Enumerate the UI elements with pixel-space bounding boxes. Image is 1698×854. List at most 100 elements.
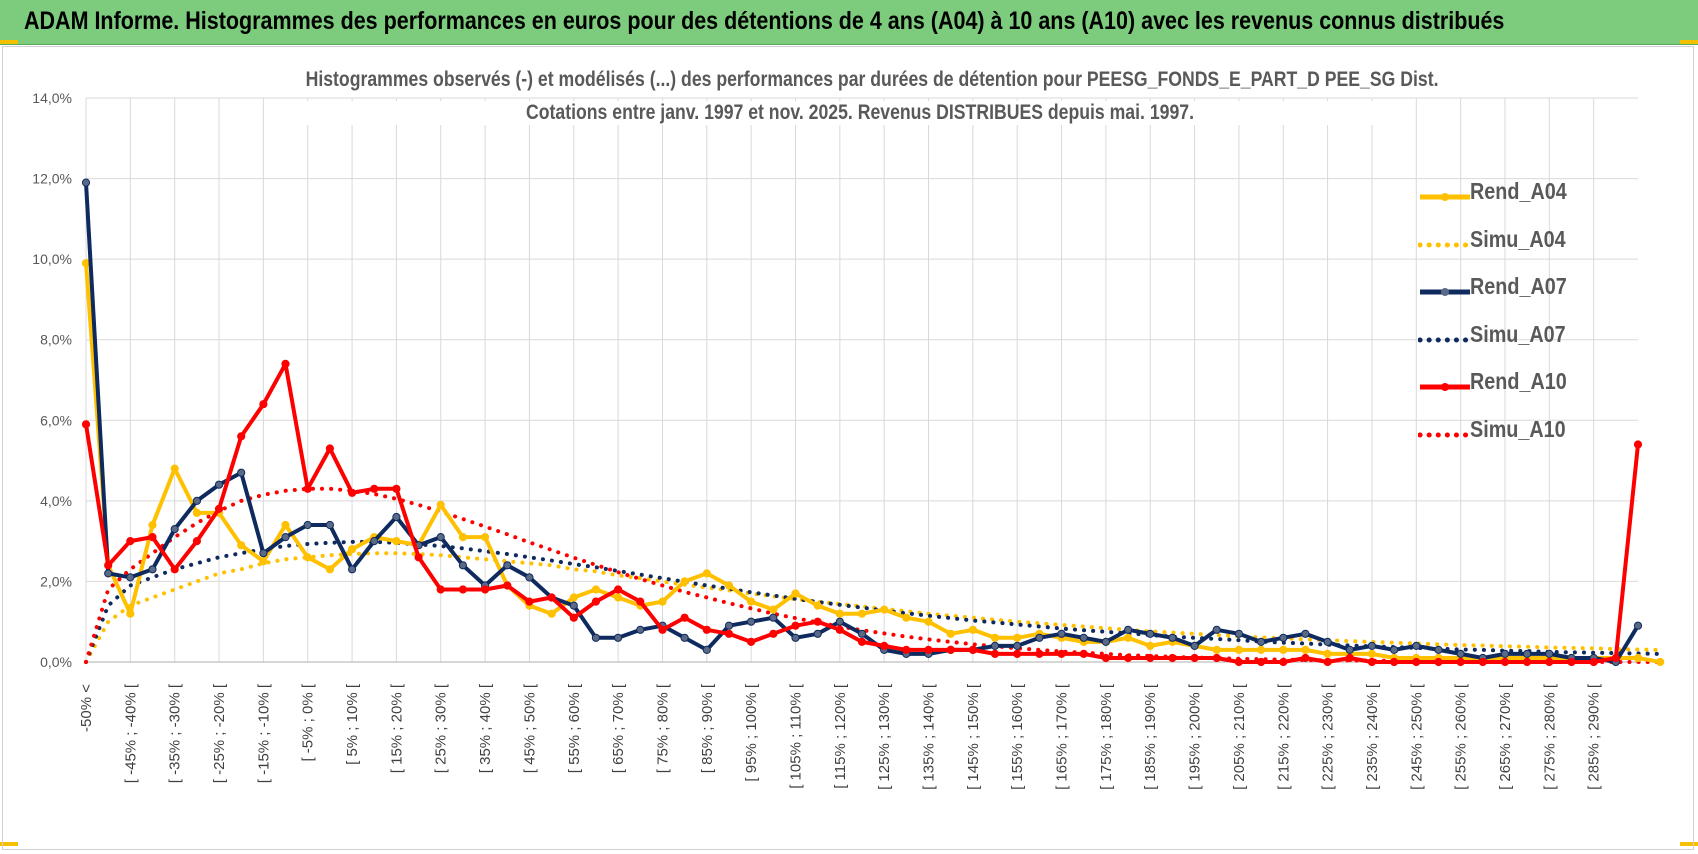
data-point (325, 520, 334, 530)
data-point (214, 504, 224, 513)
data-point (1035, 633, 1044, 642)
data-point (348, 488, 357, 497)
x-tick-label: [ 145% ; 150% [ (965, 683, 982, 790)
data-point (436, 585, 445, 594)
data-point (1367, 641, 1377, 651)
data-point (1013, 641, 1022, 651)
data-point (481, 533, 490, 542)
x-tick-label: [ 75% ; 80% [ (654, 683, 671, 773)
data-point (636, 625, 645, 634)
x-tick-label: [ 25% ; 30% [ (433, 683, 450, 773)
data-point (259, 549, 268, 558)
data-point (281, 359, 290, 368)
y-tick-label: 6,0% (40, 412, 72, 428)
x-tick-label: [ 235% ; 240% [ (1364, 683, 1381, 790)
data-point (170, 464, 179, 473)
data-point (791, 621, 800, 630)
corner-mark (0, 842, 18, 846)
data-point (392, 537, 401, 546)
data-point (680, 613, 689, 622)
data-point (1190, 641, 1199, 651)
data-point (1434, 645, 1443, 655)
data-point (503, 561, 512, 570)
y-tick-label: 2,0% (40, 573, 72, 589)
data-point (769, 613, 778, 622)
x-tick-label: [ 95% ; 100% [ (743, 683, 760, 781)
data-point (680, 577, 689, 586)
data-point (1323, 657, 1332, 667)
data-point (1633, 440, 1643, 449)
data-point (769, 605, 778, 614)
data-point (1124, 625, 1133, 634)
data-point (237, 432, 246, 441)
data-point (902, 613, 911, 622)
data-point (126, 573, 135, 582)
x-tick-label: [ 65% ; 70% [ (610, 683, 627, 773)
legend-label: Simu_A04 (1470, 225, 1566, 252)
legend-item: Simu_A10 (1412, 408, 1608, 456)
data-point (1146, 653, 1155, 663)
data-point (458, 561, 467, 570)
data-point (591, 633, 601, 642)
data-point (458, 533, 467, 542)
legend-swatch (1420, 193, 1470, 201)
x-tick-label: [ 165% ; 170% [ (1054, 683, 1071, 790)
x-tick-label: [ 175% ; 180% [ (1098, 683, 1115, 790)
data-point (1500, 657, 1510, 667)
data-point (702, 569, 711, 578)
data-point (702, 645, 711, 655)
data-point (1478, 657, 1487, 667)
data-point (968, 625, 978, 634)
data-point (1301, 653, 1310, 663)
x-tick-label: [ 225% ; 230% [ (1320, 683, 1337, 790)
data-point (547, 609, 556, 618)
data-point (370, 484, 379, 493)
x-tick-label: [ 55% ; 60% [ (566, 683, 583, 773)
data-point (1367, 657, 1377, 667)
data-point (1500, 649, 1510, 659)
x-tick-label: [ 185% ; 190% [ (1142, 683, 1159, 790)
data-point (1279, 657, 1288, 667)
data-point (924, 645, 933, 655)
data-point (214, 480, 224, 489)
data-point (104, 561, 113, 570)
data-point (1345, 653, 1354, 663)
data-point (436, 533, 445, 542)
data-point (259, 400, 268, 409)
data-point (1013, 633, 1022, 642)
data-point (1013, 649, 1022, 659)
data-point (1124, 633, 1133, 642)
data-point (458, 585, 467, 594)
data-point (1611, 653, 1620, 663)
chart-legend: Rend_A04 Simu_A04 Rend_A07 Simu_A07 Rend_A10… (1412, 170, 1608, 455)
y-tick-label: 14,0% (32, 90, 72, 106)
data-point (1434, 657, 1443, 667)
data-point (724, 629, 734, 638)
x-tick-label: [ 155% ; 160% [ (1009, 683, 1026, 790)
legend-swatch (1420, 288, 1470, 296)
data-point (325, 565, 334, 574)
series-rend-a07 (81, 178, 1643, 667)
data-point (747, 617, 756, 626)
corner-mark (1680, 842, 1698, 846)
data-point (237, 541, 246, 550)
data-point (658, 625, 667, 634)
data-point (104, 569, 113, 578)
data-point (259, 557, 268, 566)
x-tick-label: [ 125% ; 130% [ (876, 683, 893, 790)
data-point (348, 545, 357, 554)
legend-swatch (1418, 432, 1472, 437)
data-point (569, 601, 578, 610)
data-point (192, 537, 201, 546)
x-tick-label: [ 105% ; 110% [ (787, 683, 804, 789)
data-point (1456, 657, 1465, 667)
x-tick-label: [ 255% ; 260% [ (1453, 683, 1470, 790)
chart-title: Histogrammes observés (-) et modélisés (… (305, 68, 1439, 92)
data-point (392, 512, 401, 522)
data-point (880, 605, 889, 614)
y-tick-label: 10,0% (32, 251, 72, 267)
data-point (1257, 657, 1266, 667)
series-rend-a10 (81, 359, 1643, 667)
data-point (1168, 633, 1177, 642)
data-point (1279, 645, 1288, 655)
